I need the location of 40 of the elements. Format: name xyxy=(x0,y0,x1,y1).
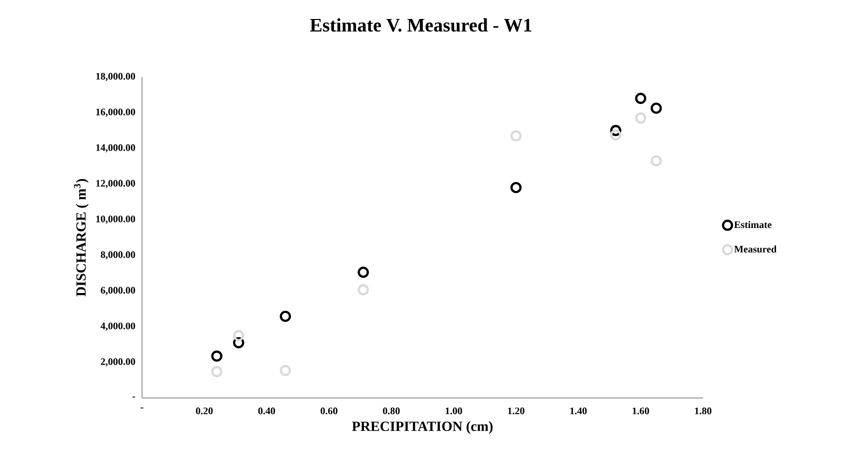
point xyxy=(510,130,522,142)
x-tick-label: 1.80 xyxy=(695,408,712,414)
x-tick-label: 0.20 xyxy=(196,408,213,414)
y-tick-label: 16,000.00 xyxy=(96,108,136,117)
y-axis-title: DISCHARGE ( m$^{3}$) xyxy=(74,179,89,296)
point xyxy=(280,310,291,322)
point xyxy=(358,266,369,278)
y-tick-label: 14,000.00 xyxy=(96,144,136,152)
y-tick-label: 6,000.00 xyxy=(100,286,136,296)
point xyxy=(510,182,522,194)
x-tick-label: 1.40 xyxy=(570,408,587,414)
legend-label: Measured xyxy=(734,245,777,253)
point xyxy=(211,350,222,362)
y-tick-label: 18,000.00 xyxy=(96,72,136,82)
x-axis-title: PRECIPITATION (cm) xyxy=(352,421,493,434)
x-tick-label: 1.60 xyxy=(632,408,650,414)
point xyxy=(358,284,369,296)
y-tick-label: - xyxy=(132,396,136,398)
point xyxy=(233,330,244,342)
point xyxy=(610,129,622,141)
point xyxy=(650,102,662,114)
y-tick-label: 2,000.00 xyxy=(100,358,136,366)
x-tick-label: 0.80 xyxy=(382,408,400,414)
point xyxy=(280,364,291,376)
y-tick-label: 12,000.00 xyxy=(96,180,136,188)
x-tick-label: 0.40 xyxy=(258,408,276,414)
chart-title: Estimate V. Measured - W1 xyxy=(310,18,532,32)
x-tick-label: 0.60 xyxy=(320,408,338,414)
y-tick-label: 4,000.00 xyxy=(100,322,136,331)
point xyxy=(635,92,646,104)
x-tick-label: 1.00 xyxy=(446,408,462,414)
point xyxy=(233,337,244,348)
point xyxy=(211,366,222,378)
legend-label: Estimate xyxy=(734,221,772,228)
point xyxy=(650,155,662,166)
x-tick-label: 1.20 xyxy=(508,408,524,414)
point xyxy=(610,124,622,136)
y-tick-label: 10,000.00 xyxy=(96,216,136,224)
point xyxy=(635,112,646,124)
y-tick-label: 8,000.00 xyxy=(100,251,136,260)
